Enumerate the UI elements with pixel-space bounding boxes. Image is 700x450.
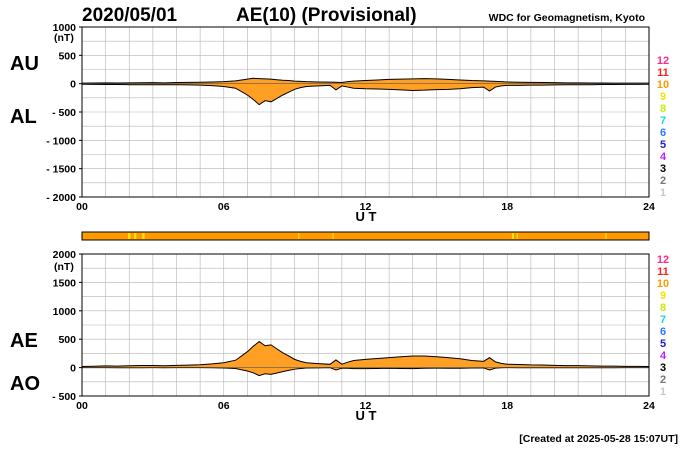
station-count-segment: [128, 233, 131, 239]
created-timestamp: [Created at 2025-05-28 15:07UT]: [519, 433, 678, 445]
au-al-xtick-label: 24: [643, 201, 655, 213]
ae-ao-xtick-label: 24: [643, 400, 655, 412]
station-count-bar-base: [81, 231, 650, 241]
ae-ao-xtick-label: 12: [360, 400, 372, 412]
ae-ao-xtick-labels: 00 06 12 18 24: [76, 400, 655, 412]
ae-ao-ytick-label: 500: [58, 334, 76, 346]
ae-ao-ytick-label: 2000: [53, 249, 77, 261]
source-label: WDC for Geomagnetism, Kyoto: [489, 12, 645, 24]
au-al-fill: [82, 78, 649, 105]
station-count-legend-item: 2: [660, 175, 666, 187]
ae-ao-ytick-labels: 2000 1500 1000 500 0 - 500: [52, 249, 82, 403]
plot-title: AE(10) (Provisional): [236, 5, 417, 26]
au-al-xtick-labels: 00 06 12 18 24: [76, 201, 655, 213]
ae-ao-frame: [81, 253, 650, 397]
ae-ao-xlabel: U T: [356, 408, 377, 423]
au-al-panel: 1000 500 0 - 500 - 1000 - 1500 - 2000 00 06 12 18…: [10, 22, 655, 224]
station-count-legend-item: 4: [660, 151, 667, 163]
au-al-xtick-label: 00: [76, 201, 88, 213]
ae-ao-xtick-label: 00: [76, 400, 88, 412]
station-count-segment: [133, 233, 137, 239]
au-al-ytick-label: 0: [70, 79, 76, 91]
station-count-legend-item: 4: [660, 350, 667, 362]
ae-ao-ytick-label: - 500: [52, 391, 76, 403]
station-count-segment: [605, 233, 607, 239]
au-al-xtick-label: 12: [360, 201, 372, 213]
station-count-segment: [298, 233, 300, 239]
station-count-bar: [81, 231, 650, 241]
station-count-legend-item: 10: [657, 79, 669, 91]
ae-ao-series-ae-line: [81, 340, 650, 367]
ae-ao-area: [81, 340, 650, 377]
ae-ao-ytick-label: 1500: [53, 277, 77, 289]
station-count-bar-segments: [128, 233, 607, 239]
ae-ao-unit-label: (nT): [54, 261, 74, 273]
ae-ao-ytick-label: 1000: [53, 306, 77, 318]
au-al-ytick-label: - 1500: [46, 164, 76, 176]
au-al-ytick-label: - 2000: [46, 192, 76, 204]
station-count-segment: [332, 233, 334, 239]
ae-ao-fill: [82, 341, 649, 376]
ae-ao-ytick-label: 0: [70, 363, 76, 375]
station-count-legend-item: 1: [660, 187, 666, 199]
station-count-legend-item: 11: [657, 266, 669, 278]
au-al-area: [81, 77, 650, 106]
au-al-xtick-label: 18: [501, 201, 513, 213]
station-count-legend-item: 5: [660, 338, 666, 350]
au-al-xtick-label: 06: [218, 201, 230, 213]
au-al-ytick-label: - 500: [52, 107, 76, 119]
ae-ao-xtick-label: 06: [218, 400, 230, 412]
au-label: AU: [10, 53, 39, 75]
au-al-ytick-label: - 1000: [46, 135, 76, 147]
station-count-legend-item: 3: [660, 163, 666, 175]
au-al-ytick-labels: 1000 500 0 - 500 - 1000 - 1500 - 2000: [46, 22, 82, 204]
au-al-unit-label: (nT): [54, 32, 74, 44]
station-count-legend-item: 8: [660, 103, 666, 115]
date-label: 2020/05/01: [82, 5, 178, 26]
au-al-series-al-line: [81, 83, 650, 106]
ae-ao-xtick-label: 18: [501, 400, 513, 412]
station-count-legend-item: 3: [660, 362, 666, 374]
station-count-legend-item: 2: [660, 374, 666, 386]
ae-label: AE: [10, 330, 38, 352]
al-label: AL: [10, 106, 37, 128]
station-count-legend-item: 11: [657, 67, 669, 79]
station-count-legend-item: 9: [660, 91, 666, 103]
ae-ao-grid: [82, 254, 649, 396]
station-count-legend-item: 12: [657, 254, 669, 266]
au-al-ytick-label: 1000: [53, 22, 77, 34]
ao-label: AO: [10, 373, 40, 395]
au-al-series-au-line: [81, 77, 649, 84]
station-count-legend-item: 7: [660, 115, 666, 127]
ae-ao-panel: 2000 1500 1000 500 0 - 500 00 06 12 18 24 (nT) AE…: [10, 249, 655, 423]
au-al-grid: [82, 27, 649, 197]
station-count-legend-item: 6: [660, 127, 666, 139]
station-count-legend-item: 9: [660, 290, 666, 302]
station-count-segment: [142, 233, 145, 239]
station-count-legend-item: 10: [657, 278, 669, 290]
au-al-ytick-label: 500: [58, 50, 76, 62]
station-count-legend-item: 6: [660, 326, 666, 338]
station-count-segment: [516, 233, 518, 239]
station-count-legend-item: 8: [660, 302, 666, 314]
station-count-legend-item: 7: [660, 314, 666, 326]
au-al-xlabel: U T: [356, 209, 377, 224]
station-count-legend-item: 12: [657, 55, 669, 67]
station-count-legend-item: 5: [660, 139, 666, 151]
station-count-legend-item: 1: [660, 386, 666, 398]
station-count-segment: [511, 233, 514, 239]
